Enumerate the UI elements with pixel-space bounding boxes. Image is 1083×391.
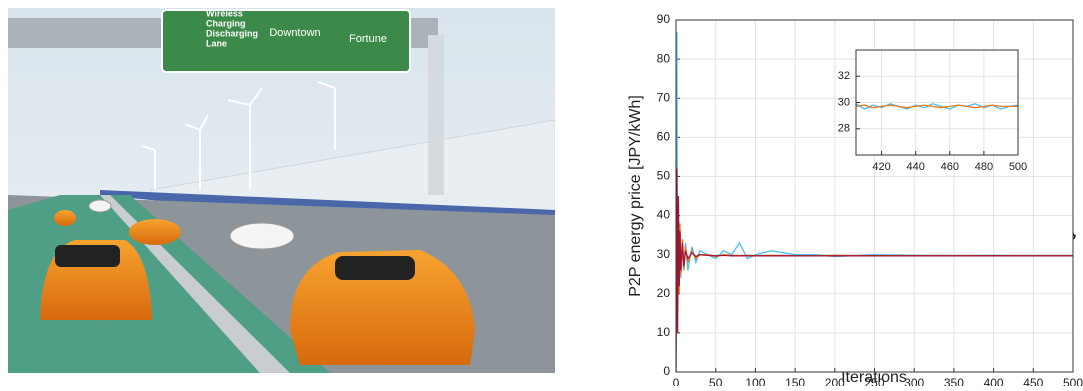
sign-text: Charging — [206, 18, 246, 28]
x-tick-label: 200 — [825, 376, 845, 386]
x-tick-label: 300 — [904, 376, 924, 386]
sign-text: Fortune — [349, 33, 387, 45]
x-tick-label: 440 — [907, 161, 925, 173]
sign-text: Downtown — [269, 27, 320, 39]
y-tick-label: 30 — [838, 96, 850, 108]
x-tick-label: 250 — [864, 376, 884, 386]
y-tick-label: 80 — [657, 51, 671, 65]
y-axis-label: P2P energy price [JPY/kWh] — [627, 95, 644, 297]
x-tick-label: 420 — [872, 161, 890, 173]
y-tick-label: 50 — [657, 169, 671, 183]
x-tick-label: 350 — [944, 376, 964, 386]
sign-text: Discharging — [206, 28, 258, 38]
x-tick-label: 480 — [975, 161, 993, 173]
y-tick-label: 28 — [838, 123, 850, 135]
y-tick-label: 40 — [657, 208, 671, 222]
figure: Wireless Charging Discharging Lane Downt… — [0, 0, 1083, 386]
y-tick-label: 10 — [657, 325, 671, 339]
pole — [428, 35, 444, 195]
illustration: Wireless Charging Discharging Lane Downt… — [8, 8, 555, 373]
x-tick-label: 500 — [1063, 376, 1083, 386]
y-tick-label: 30 — [657, 247, 671, 261]
y-tick-label: 70 — [657, 90, 671, 104]
x-tick-label: 450 — [1023, 376, 1043, 386]
x-tick-label: 150 — [785, 376, 805, 386]
sign-text: Wireless — [206, 8, 243, 18]
x-tick-label: 50 — [709, 376, 723, 386]
y-tick-label: 32 — [838, 70, 850, 82]
x-tick-label: 460 — [941, 161, 959, 173]
x-tick-label: 500 — [1009, 161, 1027, 173]
page: Wireless Charging Discharging Lane Downt… — [0, 0, 1083, 386]
x-tick-label: 100 — [745, 376, 765, 386]
y-tick-label: 60 — [657, 130, 671, 144]
x-tick-label: 0 — [673, 376, 680, 386]
x-tick-label: 400 — [984, 376, 1004, 386]
y-tick-label: 20 — [657, 286, 671, 300]
y-tick-label: 90 — [657, 12, 671, 26]
y-tick-label: 0 — [663, 364, 670, 378]
sign-text: Lane — [206, 38, 227, 48]
